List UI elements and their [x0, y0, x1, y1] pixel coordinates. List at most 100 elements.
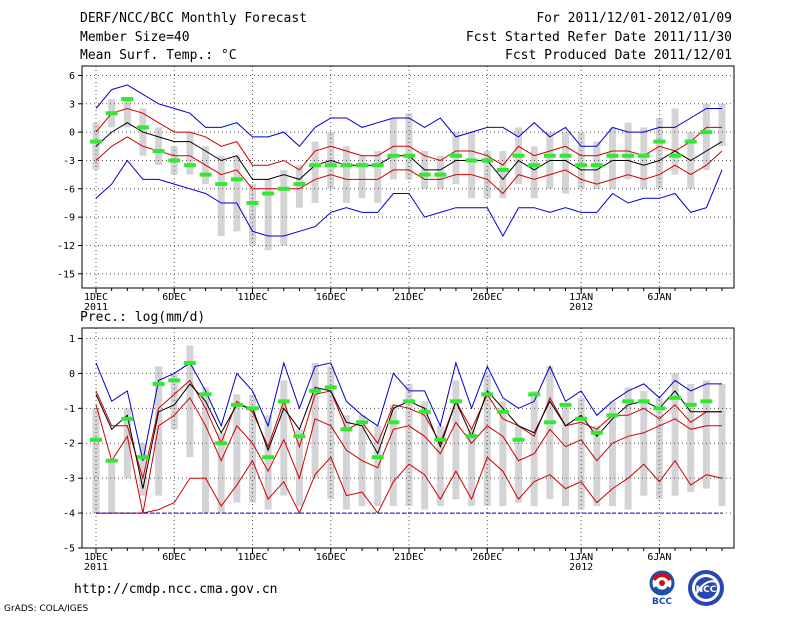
bcc-logo-text: BCC	[652, 597, 672, 606]
observed-mark	[543, 420, 556, 425]
observed-mark	[293, 182, 306, 187]
observed-mark	[356, 163, 369, 168]
observed-mark	[575, 416, 588, 421]
spread-bar	[546, 366, 554, 500]
observed-mark	[465, 434, 478, 439]
observed-mark	[246, 406, 259, 411]
observed-mark	[199, 172, 212, 177]
y-tick-label: 1	[69, 334, 75, 345]
observed-mark	[90, 437, 102, 442]
y-tick-label: -9	[63, 213, 75, 224]
x-tick-label: 6DEC	[162, 292, 186, 303]
observed-mark	[371, 455, 384, 460]
spread-bar	[170, 373, 178, 430]
observed-mark	[387, 153, 400, 158]
spread-bar	[671, 108, 679, 175]
x-tick-label: 1JAN	[569, 552, 593, 563]
observed-mark	[559, 402, 572, 407]
observed-mark	[418, 172, 431, 177]
observed-mark	[277, 399, 290, 404]
spread-bar	[687, 383, 695, 493]
y-tick-label: 6	[69, 71, 75, 82]
x-tick-label: 16DEC	[316, 292, 346, 303]
observed-mark	[481, 392, 494, 397]
spread-bar	[155, 366, 163, 496]
spread-bar	[186, 132, 194, 175]
x-tick-label: 21DEC	[394, 292, 424, 303]
started-date: Fcst Started Refer Date 2011/11/30	[465, 30, 732, 45]
observed-mark	[90, 139, 102, 144]
source-url[interactable]: http://cmdp.ncc.cma.gov.cn	[74, 582, 278, 597]
x-tick-label: 26DEC	[472, 552, 502, 563]
y-tick-label: -15	[57, 269, 75, 280]
spread-bar	[483, 373, 491, 507]
observed-mark	[465, 158, 478, 163]
spread-bar	[499, 151, 507, 199]
y-tick-label: -5	[63, 544, 75, 555]
observed-mark	[309, 388, 322, 393]
observed-mark	[230, 402, 243, 407]
observed-mark	[403, 153, 415, 158]
spread-bar	[468, 132, 476, 199]
x-tick-label: 1JAN	[569, 292, 593, 303]
spread-bar	[233, 394, 241, 503]
spread-bar	[718, 103, 726, 147]
observed-mark	[590, 163, 603, 168]
series-line-lowest	[96, 456, 723, 515]
spread-bar	[264, 415, 272, 510]
observed-mark	[606, 153, 619, 158]
spread-bar	[342, 415, 350, 510]
prec-panel-title: Prec.: log(mm/d)	[80, 310, 206, 325]
ncc-logo: NCC	[684, 568, 724, 606]
spread-bar	[202, 387, 210, 514]
observed-mark	[152, 381, 165, 386]
observed-mark	[559, 153, 572, 158]
observed-mark	[324, 163, 337, 168]
x-tick-label: 11DEC	[237, 552, 267, 563]
observed-mark	[340, 427, 353, 432]
plot-frame	[81, 65, 735, 289]
observed-mark	[449, 399, 462, 404]
spread-bar	[452, 132, 460, 185]
x-tick-label: 6JAN	[647, 552, 671, 563]
spread-bar	[530, 390, 538, 507]
spread-bar	[374, 425, 382, 507]
observed-mark	[121, 416, 134, 421]
observed-mark	[183, 360, 196, 365]
ncc-logo-text: NCC	[696, 585, 717, 595]
x-tick-label: 6DEC	[162, 552, 186, 563]
spread-bar	[702, 380, 710, 489]
temp-panel-title: Mean Surf. Temp.: °C	[80, 48, 237, 63]
observed-mark	[168, 158, 181, 163]
observed-mark	[230, 177, 243, 182]
spread-bar	[108, 460, 116, 514]
observed-mark	[684, 139, 697, 144]
series-line-min	[95, 159, 723, 238]
spread-bar	[217, 155, 225, 237]
spread-bar	[562, 132, 569, 194]
spread-bar	[358, 155, 366, 199]
series-line-lower	[95, 396, 722, 514]
spread-bar	[577, 397, 585, 510]
y-tick-label: -3	[63, 156, 75, 167]
spread-bar	[530, 146, 538, 199]
observed-mark	[105, 458, 118, 463]
spread-bar	[671, 373, 679, 496]
x-tick-label: 1DEC	[84, 292, 108, 303]
spread-bar	[608, 127, 616, 189]
y-tick-label: 0	[69, 128, 75, 139]
spread-bar	[577, 132, 585, 189]
observed-mark	[418, 409, 431, 414]
observed-mark	[246, 200, 259, 205]
spread-bar	[295, 165, 303, 208]
observed-mark	[606, 413, 619, 418]
spread-bar	[640, 127, 648, 189]
spread-bar	[264, 179, 272, 251]
observed-mark	[324, 385, 337, 390]
spread-bar	[186, 345, 194, 458]
spread-bar	[718, 383, 726, 507]
observed-mark	[637, 153, 650, 158]
chart-title: DERF/NCC/BCC Monthly Forecast	[80, 11, 307, 26]
observed-mark	[371, 163, 384, 168]
observed-mark	[543, 153, 556, 158]
